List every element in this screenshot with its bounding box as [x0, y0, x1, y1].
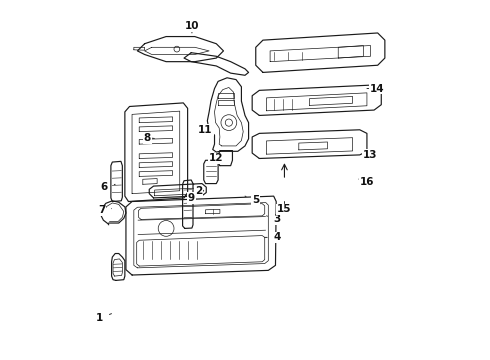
Text: 12: 12: [209, 153, 223, 163]
Text: 2: 2: [193, 184, 202, 196]
Text: 3: 3: [267, 215, 281, 224]
Text: 10: 10: [185, 21, 199, 33]
Text: 16: 16: [359, 177, 374, 187]
Text: 14: 14: [367, 84, 384, 94]
Text: 15: 15: [277, 202, 292, 215]
Text: 7: 7: [98, 206, 112, 216]
Text: 1: 1: [96, 313, 112, 323]
Text: 13: 13: [363, 150, 378, 160]
Text: 6: 6: [101, 182, 115, 192]
Text: 5: 5: [245, 195, 259, 205]
Text: 9: 9: [187, 193, 195, 203]
Text: 8: 8: [144, 133, 154, 143]
Text: 11: 11: [198, 125, 213, 135]
Text: 4: 4: [265, 232, 281, 242]
